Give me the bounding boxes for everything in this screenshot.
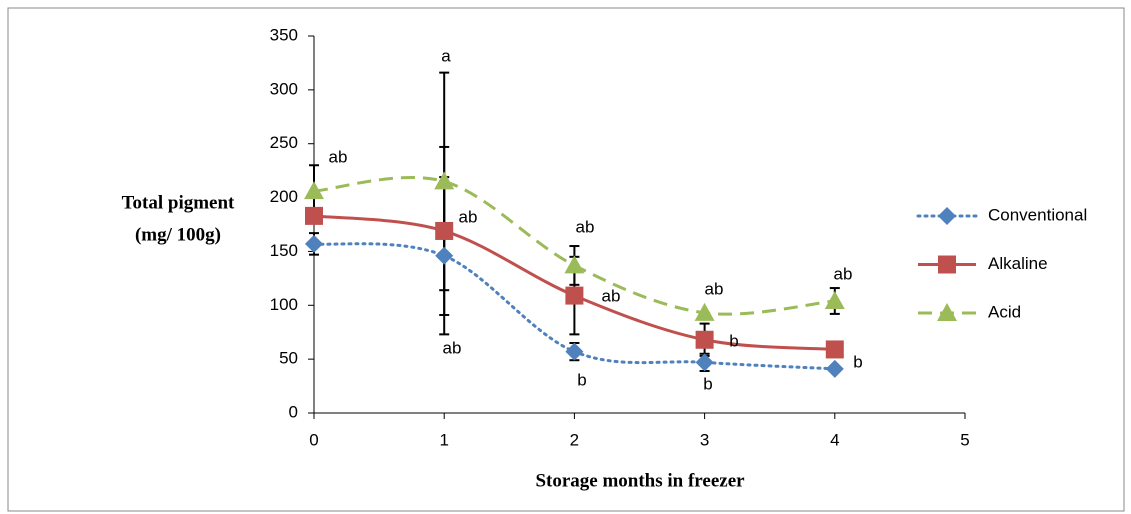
y-tick-label: 50 [279, 349, 298, 368]
significance-label: ab [576, 217, 595, 236]
x-tick-label: 1 [439, 430, 448, 449]
marker [304, 181, 324, 200]
legend-label: Acid [988, 302, 1021, 321]
marker [564, 255, 585, 274]
y-tick-label: 300 [270, 79, 298, 98]
marker [305, 234, 323, 253]
marker [695, 330, 714, 349]
significance-label: ab [329, 147, 348, 166]
y-tick-label: 250 [270, 133, 298, 152]
significance-label: ab [834, 264, 853, 283]
y-axis-label: Total pigment [122, 192, 235, 213]
marker [937, 303, 957, 321]
x-tick-label: 5 [960, 430, 969, 449]
marker [938, 255, 956, 274]
marker [695, 353, 714, 372]
significance-label: ab [602, 286, 621, 305]
significance-label: a [441, 46, 451, 65]
marker [565, 286, 584, 305]
legend-label: Alkaline [988, 254, 1048, 273]
marker [305, 206, 323, 225]
x-axis-label: Storage months in freezer [535, 470, 745, 491]
marker [435, 221, 454, 240]
y-tick-label: 0 [289, 402, 298, 421]
marker [938, 207, 956, 225]
y-tick-label: 150 [270, 241, 298, 260]
y-tick-label: 100 [270, 295, 298, 314]
marker [434, 171, 455, 190]
marker [694, 302, 715, 321]
significance-label: b [703, 374, 712, 393]
significance-label: ab [705, 279, 724, 298]
y-tick-label: 200 [270, 187, 298, 206]
significance-label: b [577, 370, 586, 389]
marker [565, 342, 584, 361]
significance-label: b [729, 331, 738, 350]
y-tick-label: 350 [270, 25, 298, 44]
marker [825, 359, 844, 378]
marker [825, 340, 844, 359]
marker [435, 246, 454, 265]
significance-label: b [853, 352, 862, 371]
significance-label: ab [459, 207, 478, 226]
x-tick-label: 2 [570, 430, 579, 449]
y-axis-label: (mg/ 100g) [135, 224, 221, 245]
x-tick-label: 0 [309, 430, 318, 449]
significance-label: ab [443, 338, 462, 357]
x-tick-label: 3 [700, 430, 709, 449]
marker [824, 290, 845, 309]
x-tick-label: 4 [830, 430, 839, 449]
legend-label: Conventional [988, 205, 1087, 224]
